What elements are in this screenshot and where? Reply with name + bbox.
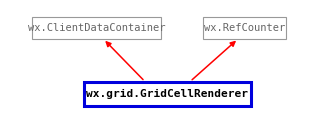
Text: wx.ClientDataContainer: wx.ClientDataContainer — [28, 23, 165, 33]
FancyBboxPatch shape — [203, 17, 286, 39]
Text: wx.grid.GridCellRenderer: wx.grid.GridCellRenderer — [86, 89, 249, 99]
FancyBboxPatch shape — [32, 17, 161, 39]
FancyBboxPatch shape — [84, 82, 251, 106]
Text: wx.RefCounter: wx.RefCounter — [204, 23, 285, 33]
